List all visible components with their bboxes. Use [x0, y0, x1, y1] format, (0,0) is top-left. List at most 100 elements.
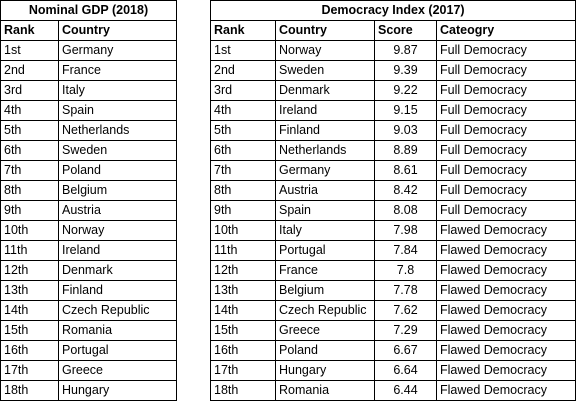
- rank-cell: 5th: [210, 120, 276, 141]
- country-cell: Germany: [57, 40, 178, 61]
- rank-cell: 3rd: [0, 80, 59, 101]
- rank-cell: 10th: [0, 220, 59, 241]
- table-row: 11th Portugal 7.84 Flawed Democracy: [210, 240, 577, 261]
- rank-cell: 4th: [0, 100, 59, 121]
- rank-cell: 8th: [210, 180, 276, 201]
- table-row: 6th Sweden: [0, 140, 178, 161]
- table-row: 3rd Italy: [0, 80, 178, 101]
- table-row: 15th Romania: [0, 320, 178, 341]
- country-cell: Greece: [57, 360, 178, 381]
- category-cell: Flawed Democracy: [435, 320, 577, 341]
- rank-cell: 5th: [0, 120, 59, 141]
- table-row: 1st Germany: [0, 40, 178, 61]
- category-cell: Full Democracy: [435, 100, 577, 121]
- category-cell: Full Democracy: [435, 60, 577, 81]
- rank-cell: 14th: [210, 300, 276, 321]
- democracy-header-row: Rank Country Score Cateogry: [210, 20, 577, 41]
- table-row: 16th Portugal: [0, 340, 178, 361]
- democracy-title-row: Democracy Index (2017): [209, 0, 577, 21]
- category-cell: Full Democracy: [435, 80, 577, 101]
- democracy-header-country: Country: [275, 20, 375, 41]
- country-cell: France: [275, 260, 375, 281]
- country-cell: France: [57, 60, 178, 81]
- rank-cell: 1st: [210, 40, 276, 61]
- country-cell: Denmark: [57, 260, 178, 281]
- table-row: 2nd France: [0, 60, 178, 81]
- table-row: 9th Spain 8.08 Full Democracy: [210, 200, 577, 221]
- rank-cell: 17th: [210, 360, 276, 381]
- score-cell: 9.03: [374, 120, 437, 141]
- category-cell: Full Democracy: [435, 200, 577, 221]
- table-row: 17th Greece: [0, 360, 178, 381]
- rank-cell: 11th: [0, 240, 59, 261]
- gdp-header-row: Rank Country: [0, 20, 178, 41]
- rank-cell: 2nd: [0, 60, 59, 81]
- country-cell: Poland: [275, 340, 375, 361]
- country-cell: Germany: [275, 160, 375, 181]
- category-cell: Flawed Democracy: [435, 220, 577, 241]
- democracy-header-category: Cateogry: [435, 20, 577, 41]
- country-cell: Hungary: [275, 360, 375, 381]
- country-cell: Portugal: [57, 340, 178, 361]
- democracy-table: Democracy Index (2017) Rank Country Scor…: [209, 0, 577, 401]
- table-row: 10th Italy 7.98 Flawed Democracy: [210, 220, 577, 241]
- category-cell: Flawed Democracy: [435, 260, 577, 281]
- score-cell: 6.44: [374, 380, 437, 401]
- rank-cell: 2nd: [210, 60, 276, 81]
- rank-cell: 11th: [210, 240, 276, 261]
- country-cell: Norway: [57, 220, 178, 241]
- rank-cell: 17th: [0, 360, 59, 381]
- table-row: 17th Hungary 6.64 Flawed Democracy: [210, 360, 577, 381]
- category-cell: Full Democracy: [435, 140, 577, 161]
- country-cell: Ireland: [57, 240, 178, 261]
- table-row: 14th Czech Republic 7.62 Flawed Democracy: [210, 300, 577, 321]
- score-cell: 7.29: [374, 320, 437, 341]
- rank-cell: 3rd: [210, 80, 276, 101]
- rank-cell: 13th: [0, 280, 59, 301]
- rank-cell: 16th: [210, 340, 276, 361]
- gdp-table-title: Nominal GDP (2018): [0, 0, 178, 21]
- score-cell: 9.39: [374, 60, 437, 81]
- score-cell: 7.98: [374, 220, 437, 241]
- score-cell: 7.8: [374, 260, 437, 281]
- table-row: 7th Germany 8.61 Full Democracy: [210, 160, 577, 181]
- rank-cell: 18th: [0, 380, 59, 401]
- score-cell: 9.87: [374, 40, 437, 61]
- rank-cell: 12th: [0, 260, 59, 281]
- country-cell: Italy: [57, 80, 178, 101]
- country-cell: Ireland: [275, 100, 375, 121]
- table-row: 8th Austria 8.42 Full Democracy: [210, 180, 577, 201]
- table-row: 3rd Denmark 9.22 Full Democracy: [210, 80, 577, 101]
- rank-cell: 8th: [0, 180, 59, 201]
- table-row: 5th Netherlands: [0, 120, 178, 141]
- democracy-table-body: Democracy Index (2017) Rank Country Scor…: [209, 0, 577, 401]
- rank-cell: 18th: [210, 380, 276, 401]
- country-cell: Austria: [57, 200, 178, 221]
- score-cell: 7.78: [374, 280, 437, 301]
- rank-cell: 12th: [210, 260, 276, 281]
- country-cell: Austria: [275, 180, 375, 201]
- score-cell: 8.61: [374, 160, 437, 181]
- category-cell: Flawed Democracy: [435, 380, 577, 401]
- category-cell: Flawed Democracy: [435, 300, 577, 321]
- country-cell: Belgium: [275, 280, 375, 301]
- table-row: 10th Norway: [0, 220, 178, 241]
- country-cell: Sweden: [275, 60, 375, 81]
- rank-cell: 10th: [210, 220, 276, 241]
- country-cell: Poland: [57, 160, 178, 181]
- country-cell: Netherlands: [275, 140, 375, 161]
- country-cell: Denmark: [275, 80, 375, 101]
- gdp-title-row: Nominal GDP (2018): [0, 0, 178, 21]
- country-cell: Czech Republic: [275, 300, 375, 321]
- table-row: 16th Poland 6.67 Flawed Democracy: [210, 340, 577, 361]
- democracy-header-rank: Rank: [210, 20, 276, 41]
- category-cell: Flawed Democracy: [435, 360, 577, 381]
- table-row: 2nd Sweden 9.39 Full Democracy: [210, 60, 577, 81]
- category-cell: Flawed Democracy: [435, 240, 577, 261]
- country-cell: Romania: [275, 380, 375, 401]
- table-row: 13th Belgium 7.78 Flawed Democracy: [210, 280, 577, 301]
- democracy-table-title: Democracy Index (2017): [209, 0, 577, 21]
- table-row: 8th Belgium: [0, 180, 178, 201]
- rank-cell: 14th: [0, 300, 59, 321]
- rank-cell: 9th: [0, 200, 59, 221]
